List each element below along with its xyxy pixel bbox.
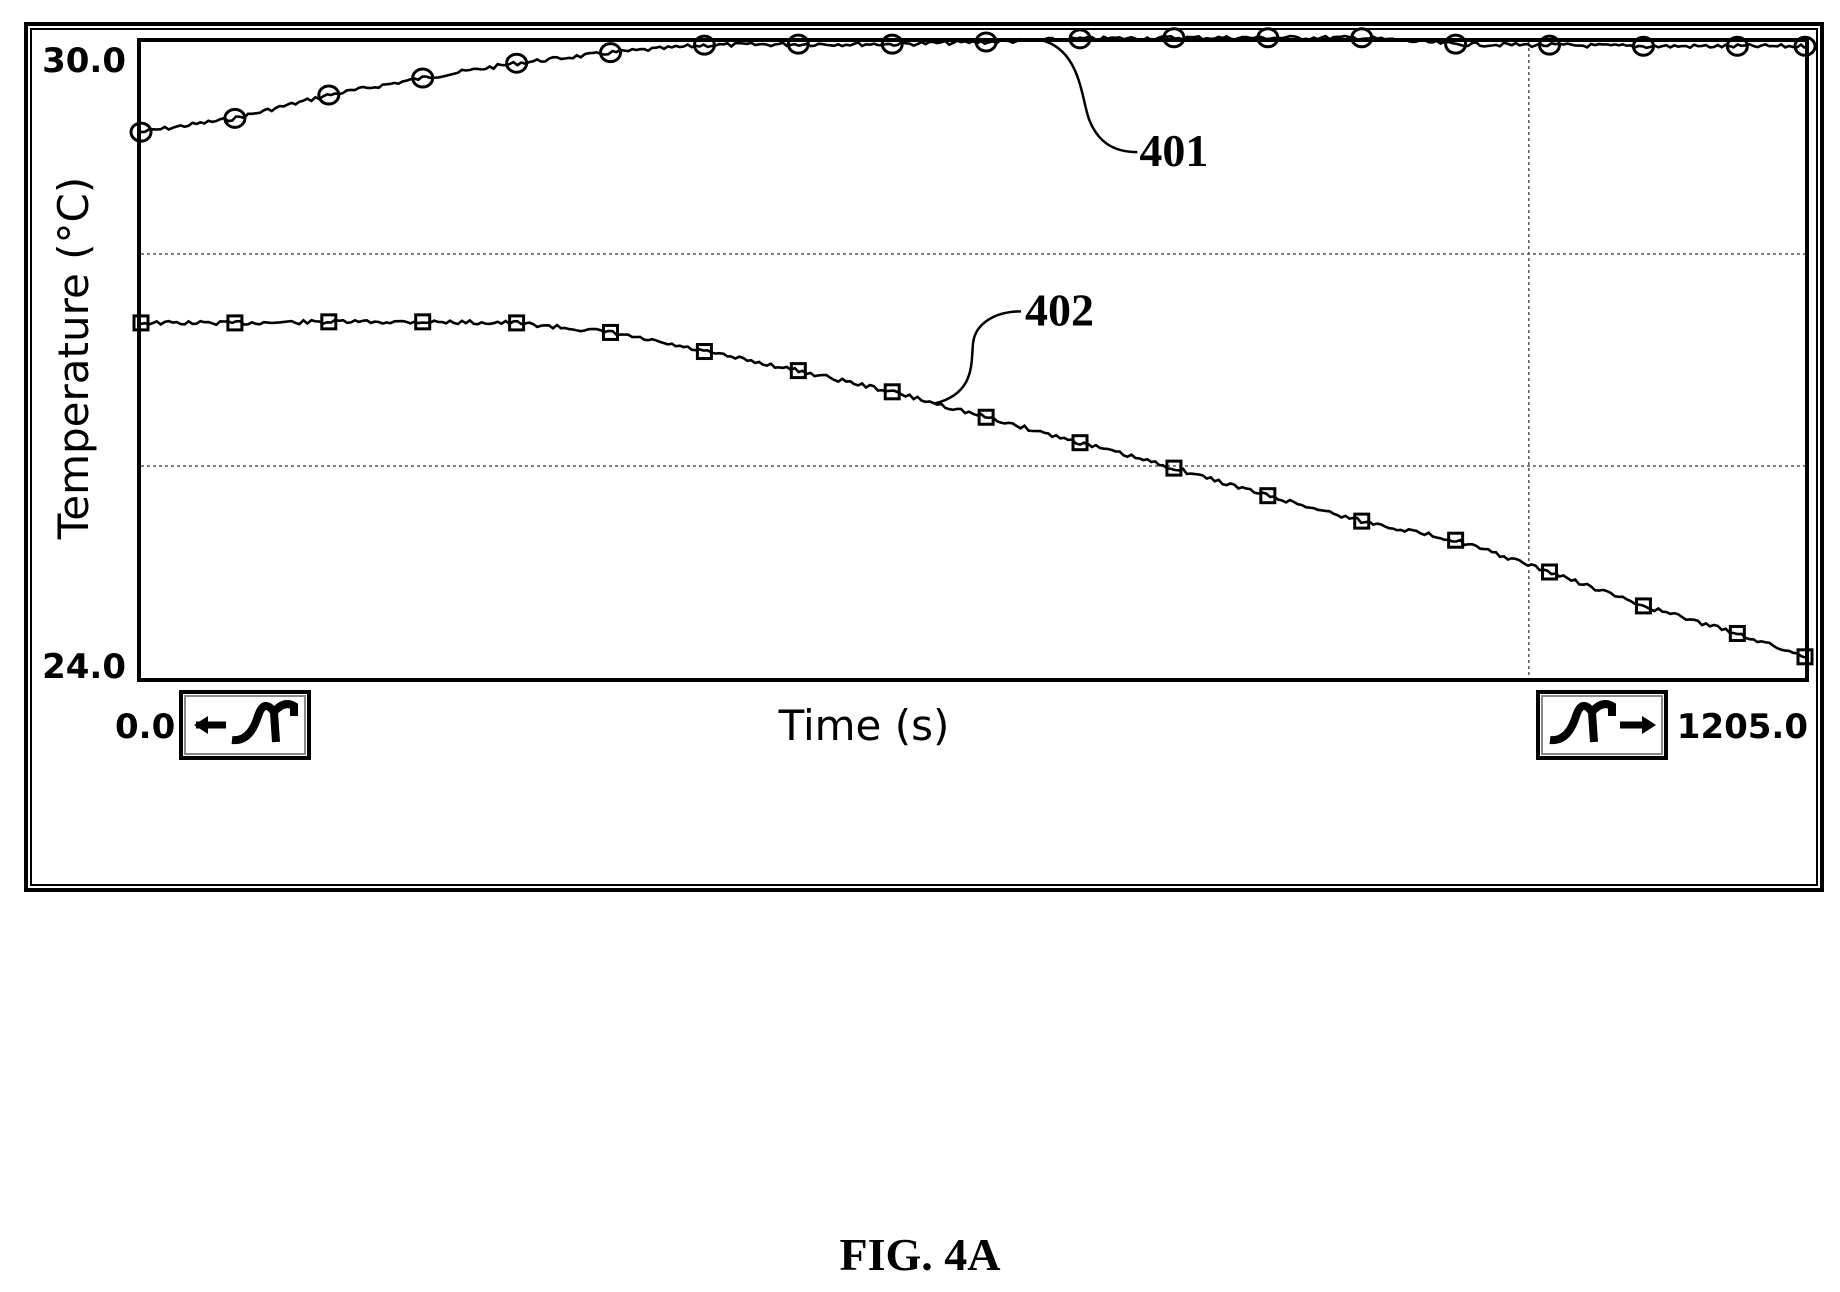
series-401-point — [599, 42, 623, 64]
series-401-point — [786, 33, 810, 55]
series-402-point — [883, 383, 901, 401]
series-402-point — [414, 313, 432, 331]
x-max-tick-label: 1205.0 — [1677, 707, 1808, 747]
series-401-point — [1350, 27, 1374, 49]
series-402-point — [1165, 459, 1183, 477]
series-401-point — [974, 31, 998, 53]
series-401-point — [505, 52, 529, 74]
plot-area — [137, 38, 1809, 682]
series-401-point — [1793, 35, 1817, 57]
scroll-left-button[interactable] — [179, 690, 311, 760]
series-401-point — [1068, 28, 1092, 50]
grid-lines — [141, 42, 1805, 678]
series-402-point — [320, 313, 338, 331]
series-401-point — [1162, 27, 1186, 49]
series-401-point — [317, 84, 341, 106]
series-401-line — [140, 34, 1806, 134]
series-402-point — [1541, 563, 1559, 581]
series-402-point — [508, 314, 526, 332]
series-402-point — [1071, 434, 1089, 452]
series-402-point — [1796, 648, 1814, 666]
y-min-tick-label: 24.0 — [42, 647, 126, 687]
series-402-point — [602, 323, 620, 341]
scroll-right-button[interactable] — [1536, 690, 1668, 760]
figure-caption: FIG. 4A — [839, 1229, 1001, 1280]
annotation-401-leader — [1041, 38, 1138, 154]
series-402-point — [789, 362, 807, 380]
series-402-point — [1259, 487, 1277, 505]
series-401-point — [411, 67, 435, 89]
series-401-point — [1631, 35, 1655, 57]
series-401-point — [692, 34, 716, 56]
series-402-point — [226, 314, 244, 332]
annotation-401-label: 401 — [1139, 125, 1208, 176]
annotation-402-leader — [934, 310, 1022, 405]
annotation-layer: 401 402 — [934, 38, 1208, 405]
series-402-line — [140, 318, 1806, 659]
y-axis-title: Temperature (°C) — [49, 177, 98, 541]
x-axis-title: Time (s) — [778, 701, 950, 750]
series-402-point — [1634, 597, 1652, 615]
series-401-point — [1256, 27, 1280, 49]
series-401-point — [223, 107, 247, 129]
scroll-right-icon — [1549, 700, 1656, 745]
series-402-point — [1728, 624, 1746, 642]
series-401-point — [129, 121, 153, 143]
series-402-point — [1353, 512, 1371, 530]
series-401-point — [1444, 33, 1468, 55]
chart-panel: 401 402 30.0 24.0 Temperature (°C) 0.0 Ti… — [24, 22, 1824, 892]
annotation-402-label: 402 — [1025, 284, 1094, 335]
series-402-point — [1447, 531, 1465, 549]
series-402-point — [695, 343, 713, 361]
series-401-point — [1725, 35, 1749, 57]
series-401-point — [1538, 34, 1562, 56]
series-402-point — [977, 408, 995, 426]
series-402-point — [132, 314, 150, 332]
series-layer — [129, 27, 1817, 666]
x-min-tick-label: 0.0 — [115, 707, 175, 747]
scroll-left-icon — [194, 700, 298, 745]
temperature-chart: 401 402 30.0 24.0 Temperature (°C) 0.0 Ti… — [42, 27, 1817, 760]
y-max-tick-label: 30.0 — [42, 41, 126, 81]
series-401-point — [880, 33, 904, 55]
